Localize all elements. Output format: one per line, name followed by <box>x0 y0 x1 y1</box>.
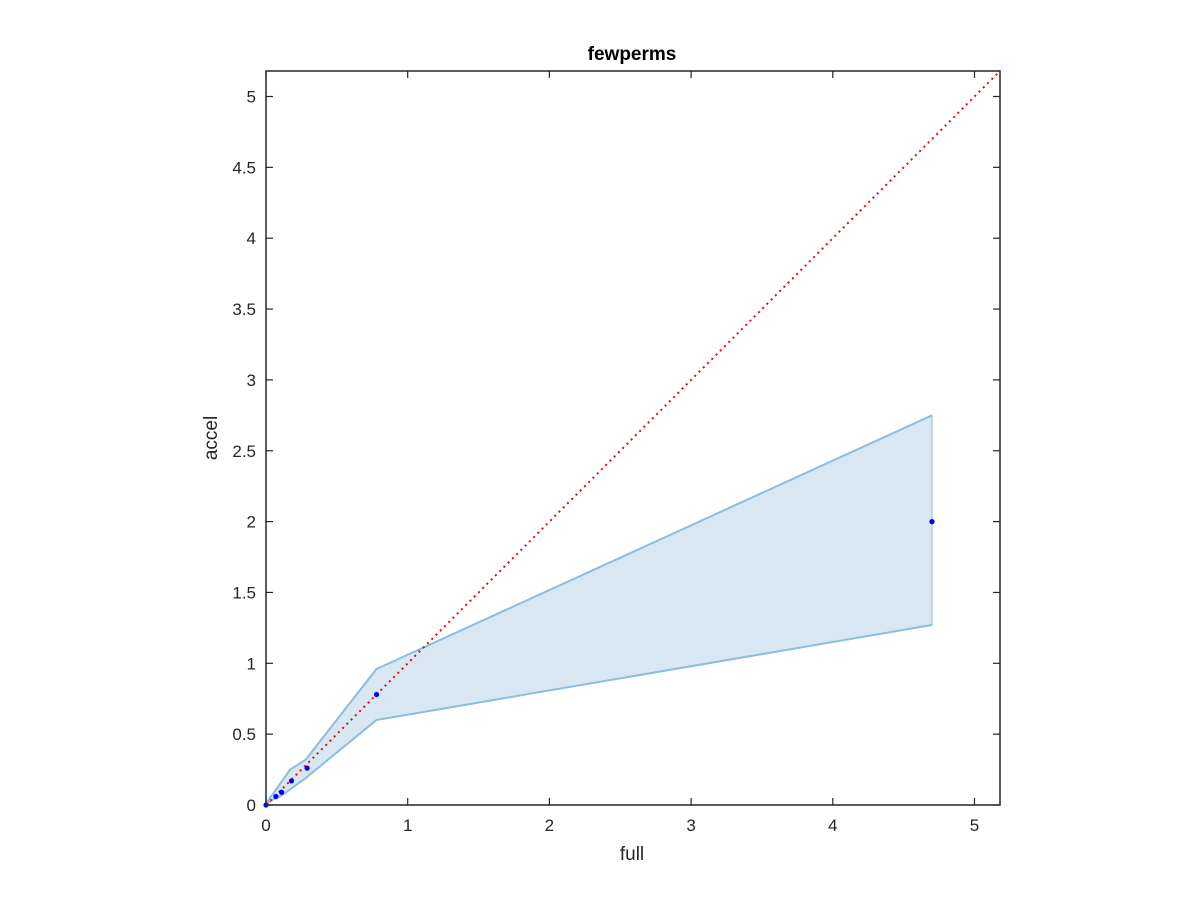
y-tick-label: 4.5 <box>232 158 256 177</box>
x-tick-label: 4 <box>828 816 837 835</box>
y-tick-label: 0.5 <box>232 725 256 744</box>
y-tick-label: 1.5 <box>232 583 256 602</box>
y-tick-label: 4 <box>247 229 256 248</box>
plot-area: 0 1 2 3 4 5 0 0.5 1 1.5 2 2.5 3 3.5 4 4.5 5 <box>232 70 1001 835</box>
x-axis-label: full <box>620 844 644 865</box>
data-point <box>373 691 380 698</box>
axes-box <box>265 70 1001 806</box>
reference-line <box>265 70 1001 806</box>
y-tick-label: 3 <box>247 371 256 390</box>
x-tick-label: 5 <box>970 816 979 835</box>
y-tick-label: 5 <box>247 88 256 107</box>
x-tick-label: 0 <box>261 816 270 835</box>
x-tick-label: 3 <box>686 816 695 835</box>
data-point <box>288 778 295 784</box>
y-tick-label: 3.5 <box>232 300 256 319</box>
y-axis-label: accel <box>201 416 222 460</box>
y-tick-label: 0 <box>247 796 256 815</box>
chart-title: fewperms <box>588 44 677 65</box>
data-point <box>278 789 285 795</box>
y-tick-label: 2 <box>247 513 256 532</box>
data-point <box>929 519 935 525</box>
y-tick-label: 1 <box>247 654 256 673</box>
confidence-band <box>266 415 932 805</box>
data-point <box>273 793 279 800</box>
x-tick-label: 2 <box>545 816 554 835</box>
band-lower-edge <box>265 624 933 806</box>
x-tick-label: 1 <box>403 816 412 835</box>
data-point <box>304 765 310 771</box>
band-upper-edge <box>265 414 933 805</box>
y-tick-label: 2.5 <box>232 442 256 461</box>
